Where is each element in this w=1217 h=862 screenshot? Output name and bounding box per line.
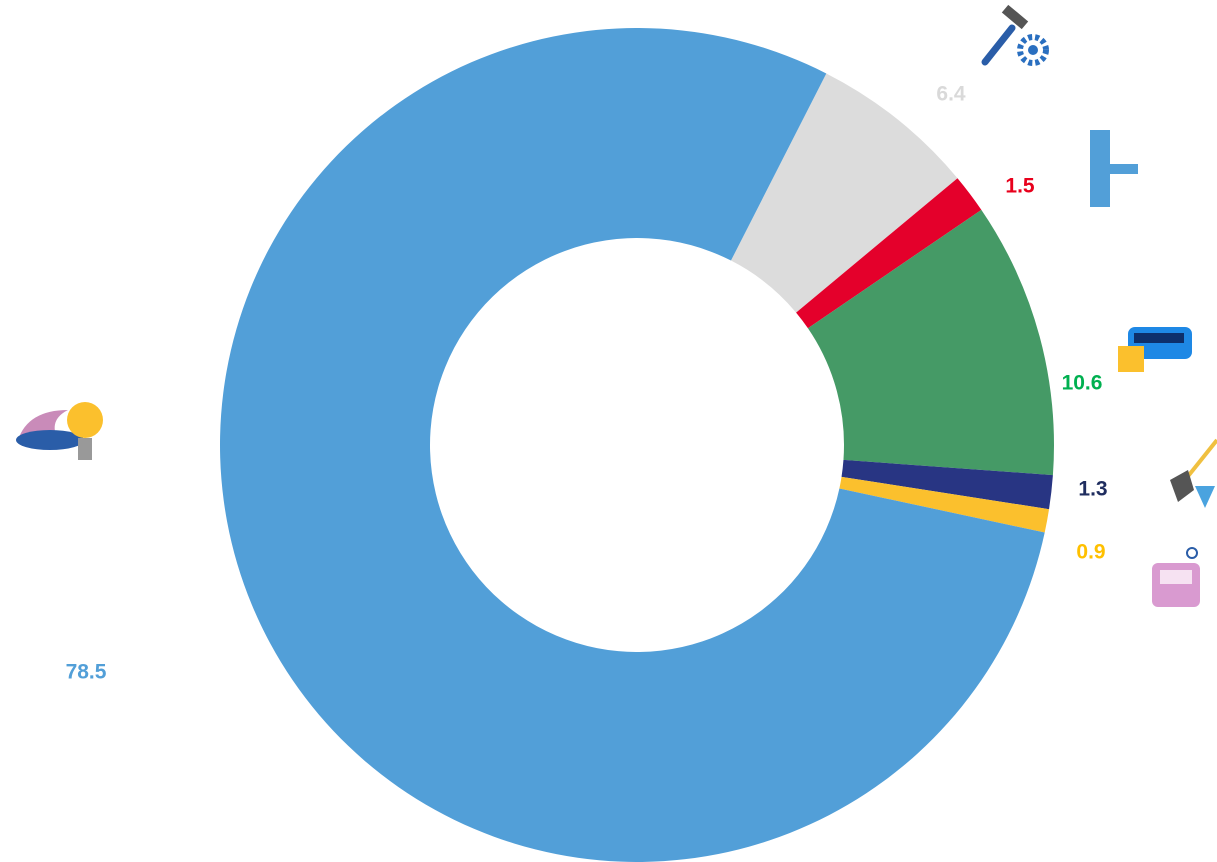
icon-tools	[981, 4, 1049, 66]
icon-shape	[1090, 130, 1138, 207]
icon-bus	[1118, 327, 1192, 372]
data-label: 0.9	[1076, 541, 1105, 564]
data-label: 1.3	[1078, 478, 1107, 501]
data-label: 78.5	[66, 661, 107, 684]
donut-segment	[839, 476, 1050, 533]
icon-mining	[1170, 438, 1217, 508]
data-label: 6.4	[936, 83, 966, 106]
donut-segment	[220, 28, 1045, 862]
donut-segment	[796, 178, 982, 329]
icon-energy	[16, 402, 103, 460]
data-label: 10.6	[1062, 372, 1103, 395]
donut-segment	[841, 459, 1053, 510]
donut-segment	[807, 209, 1055, 476]
data-label: 1.5	[1005, 175, 1035, 198]
icon-vehicle	[1152, 547, 1200, 607]
donut-segment	[730, 73, 958, 313]
